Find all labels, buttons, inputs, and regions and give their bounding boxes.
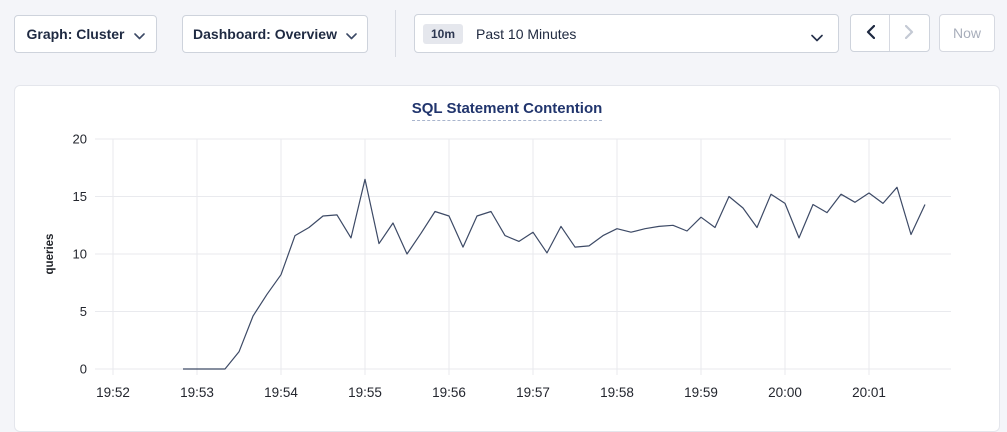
graph-dropdown-label: Graph: Cluster <box>26 26 125 42</box>
y-tick-label: 0 <box>80 362 87 377</box>
chevron-down-icon <box>811 29 823 47</box>
chart-title[interactable]: SQL Statement Contention <box>411 100 603 121</box>
chart-panel: 0 5 10 15 20 19:52 19:53 19:54 19:55 19:56 19:57 19… <box>14 85 1000 432</box>
toolbar: Graph: Cluster Dashboard: Overview 10m P… <box>0 0 1007 70</box>
x-tick-label: 19:55 <box>348 385 382 400</box>
x-tick-label: 19:59 <box>684 385 718 400</box>
x-tick-label: 20:00 <box>768 385 802 400</box>
x-tick-label: 19:52 <box>96 385 130 400</box>
time-range-selector[interactable]: 10m Past 10 Minutes <box>414 14 839 53</box>
chevron-right-icon <box>904 24 914 42</box>
next-time-button[interactable] <box>890 15 929 51</box>
x-tick-label: 19:56 <box>432 385 466 400</box>
x-tick-label: 19:53 <box>180 385 214 400</box>
dashboard-dropdown-label: Dashboard: Overview <box>193 26 337 42</box>
time-step-button-group <box>850 14 930 52</box>
x-tick-label: 19:57 <box>516 385 550 400</box>
x-tick-label: 19:58 <box>600 385 634 400</box>
y-tick-label: 20 <box>73 132 87 147</box>
chart-title-row: SQL Statement Contention <box>15 100 999 121</box>
previous-time-button[interactable] <box>851 15 891 51</box>
chevron-down-icon <box>346 27 357 43</box>
graph-dropdown[interactable]: Graph: Cluster <box>14 15 157 53</box>
y-axis-title: queries <box>44 234 56 275</box>
y-tick-label: 15 <box>73 189 87 204</box>
chevron-down-icon <box>133 27 145 43</box>
now-button[interactable]: Now <box>939 14 995 52</box>
sql-contention-chart: 0 5 10 15 20 19:52 19:53 19:54 19:55 19:56 19:57 19… <box>44 132 951 400</box>
time-window-badge: 10m <box>423 23 464 44</box>
toolbar-divider <box>395 10 396 57</box>
series-line-queries <box>183 178 926 370</box>
y-tick-label: 10 <box>73 247 87 262</box>
chevron-left-icon <box>866 24 875 42</box>
x-tick-label: 19:54 <box>264 385 298 400</box>
x-tick-label: 20:01 <box>852 385 886 400</box>
y-tick-label: 5 <box>80 304 87 319</box>
dashboard-dropdown[interactable]: Dashboard: Overview <box>182 15 368 53</box>
time-range-label: Past 10 Minutes <box>476 25 577 42</box>
